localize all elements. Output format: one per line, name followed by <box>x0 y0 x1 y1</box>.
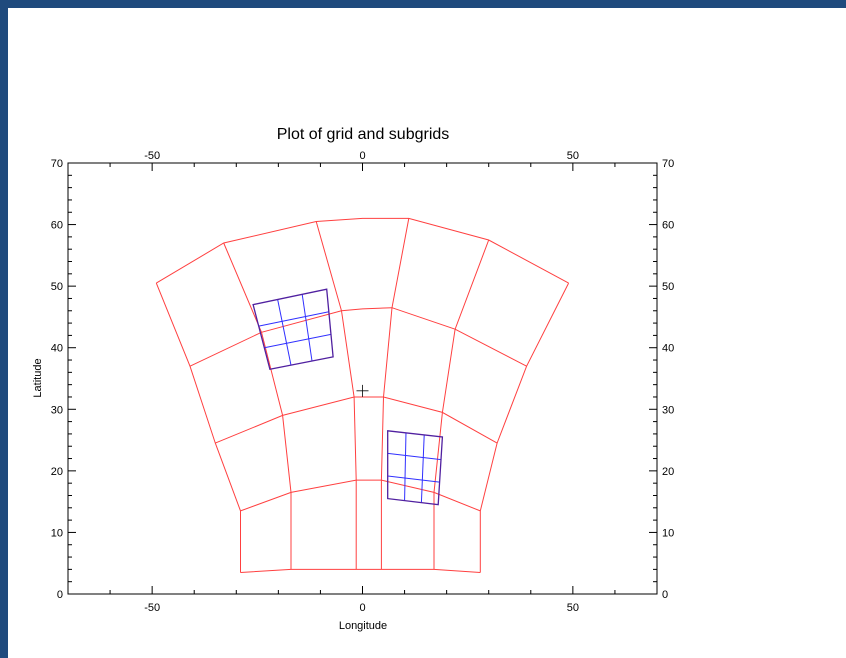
axis-ticks: 0 0 10 10 20 20 30 30 40 40 50 50 60 60 70 70 -50 -50 0 0 50… <box>51 150 675 614</box>
grid-plot: Plot of grid and subgrids Longitude Lati… <box>32 126 675 632</box>
center-marker <box>356 384 369 397</box>
x-tick-label-top: 0 <box>359 150 365 162</box>
subgrid-line <box>258 311 329 327</box>
grid-longitude-line <box>479 282 570 573</box>
grid-latitude-line <box>215 396 498 444</box>
y-tick-label-right: 70 <box>662 158 674 170</box>
y-tick-label-left: 10 <box>51 527 63 539</box>
subgrid-line <box>277 299 292 366</box>
subgrid-line <box>387 475 440 483</box>
grid-longitude-line <box>315 221 357 570</box>
y-tick-label-left: 0 <box>57 589 63 601</box>
y-axis-label: Latitude <box>32 358 44 397</box>
y-tick-label-right: 50 <box>662 281 674 293</box>
subgrid-line <box>301 294 313 362</box>
chart-title: Plot of grid and subgrids <box>277 126 450 143</box>
x-axis-label: Longitude <box>339 620 387 632</box>
subgrid-line <box>387 452 442 461</box>
y-tick-label-right: 20 <box>662 466 674 478</box>
y-tick-label-left: 30 <box>51 404 63 416</box>
subgrid-line <box>420 434 425 503</box>
grid-longitude-line <box>380 218 410 570</box>
main-grid <box>155 217 570 573</box>
y-tick-label-left: 70 <box>51 158 63 170</box>
y-tick-label-right: 10 <box>662 527 674 539</box>
grid-latitude-line <box>240 568 481 573</box>
y-tick-label-right: 40 <box>662 343 674 355</box>
x-tick-label-bottom: 50 <box>567 602 579 614</box>
x-tick-label-top: 50 <box>567 150 579 162</box>
x-tick-label-bottom: 0 <box>359 602 365 614</box>
y-tick-label-left: 20 <box>51 466 63 478</box>
y-tick-label-left: 50 <box>51 281 63 293</box>
plot-window: Plot of grid and subgrids Longitude Lati… <box>8 8 846 658</box>
y-tick-label-right: 0 <box>662 589 668 601</box>
grid-longitude-line <box>223 242 292 570</box>
subgrid-border <box>387 430 444 506</box>
x-tick-label-bottom: -50 <box>144 602 160 614</box>
y-tick-label-right: 60 <box>662 220 674 232</box>
grid-latitude-line <box>240 479 481 512</box>
subgrid-line <box>264 333 332 349</box>
subgrid-line <box>404 432 407 501</box>
y-tick-label-left: 60 <box>51 220 63 232</box>
grid-latitude-line <box>156 217 569 284</box>
y-tick-label-left: 40 <box>51 343 63 355</box>
subgrids <box>252 288 444 506</box>
grid-latitude-line <box>189 307 527 367</box>
grid-longitude-line <box>155 282 241 573</box>
y-tick-label-right: 30 <box>662 404 674 416</box>
x-tick-label-top: -50 <box>144 150 160 162</box>
plot-frame <box>67 162 658 595</box>
subgrid-border <box>252 288 334 371</box>
